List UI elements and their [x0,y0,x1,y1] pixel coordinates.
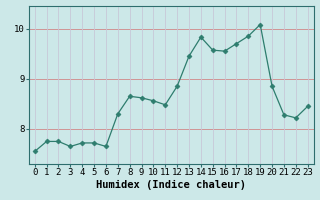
X-axis label: Humidex (Indice chaleur): Humidex (Indice chaleur) [96,180,246,190]
